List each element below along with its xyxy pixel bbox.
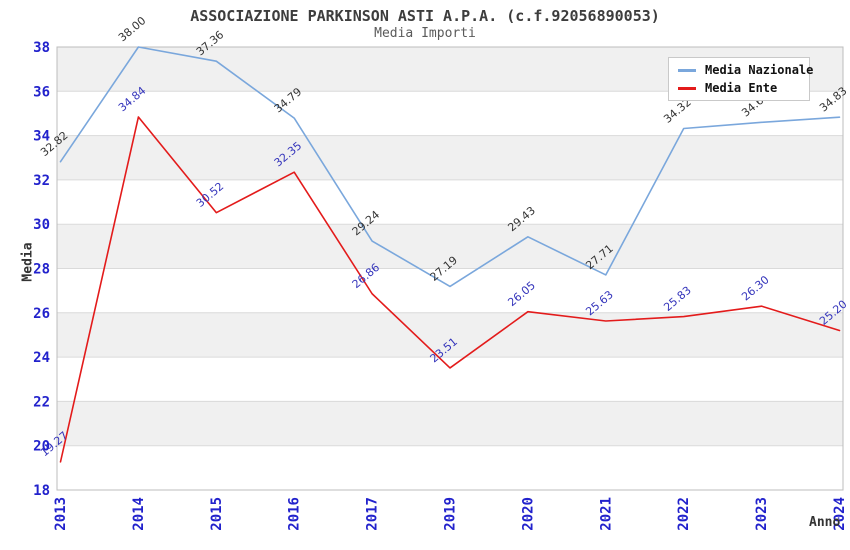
y-tick-label: 20 [33, 439, 50, 455]
plot-band [57, 401, 843, 446]
x-tick-label: 2015 [209, 497, 225, 531]
y-tick-label: 24 [33, 350, 50, 366]
x-axis-title: Anno [809, 515, 841, 530]
x-tick-label: 2023 [754, 497, 770, 531]
legend: Media Nazionale Media Ente [668, 57, 813, 101]
y-tick-label: 34 [33, 129, 50, 145]
x-tick-label: 2020 [520, 497, 536, 531]
x-tick-label: 2017 [365, 497, 381, 531]
legend-label-nazionale: Media Nazionale [705, 63, 814, 77]
x-tick-label: 2022 [676, 497, 692, 531]
x-tick-label: 2019 [443, 497, 459, 531]
plot-band [57, 224, 843, 269]
series-line-media-ente [59, 116, 841, 463]
value-label: 26.05 [505, 279, 537, 309]
legend-label-ente: Media Ente [705, 81, 778, 95]
x-tick-label: 2021 [598, 497, 614, 531]
x-tick-label: 2013 [53, 497, 69, 531]
y-tick-label: 36 [33, 84, 50, 100]
x-tick-label: 2024 [832, 497, 848, 531]
legend-item-media-nazionale: Media Nazionale [678, 63, 813, 77]
y-tick-label: 18 [33, 483, 50, 499]
y-tick-label: 28 [33, 262, 50, 278]
legend-line-marker-ente [678, 86, 696, 90]
legend-line-marker-nazionale [678, 68, 696, 72]
y-tick-label: 38 [33, 40, 50, 56]
y-tick-label: 22 [33, 394, 50, 410]
chart-title: ASSOCIAZIONE PARKINSON ASTI A.P.A. (c.f.… [190, 7, 660, 25]
chart-subtitle: Media Importi [374, 26, 476, 41]
x-tick-label: 2014 [131, 497, 147, 531]
value-label: 25.83 [661, 284, 693, 314]
plot-border [56, 46, 844, 491]
plot-band [57, 312, 843, 358]
legend-item-media-ente: Media Ente [678, 81, 800, 95]
y-tick-label: 30 [33, 217, 50, 233]
series-line-media-nazionale [59, 46, 841, 288]
x-tick-label: 2016 [287, 497, 303, 531]
plot-band [57, 135, 843, 180]
value-label: 26.30 [739, 273, 771, 303]
y-tick-label: 32 [33, 173, 50, 189]
y-axis-title: Media [20, 242, 36, 282]
y-tick-label: 26 [33, 306, 50, 322]
